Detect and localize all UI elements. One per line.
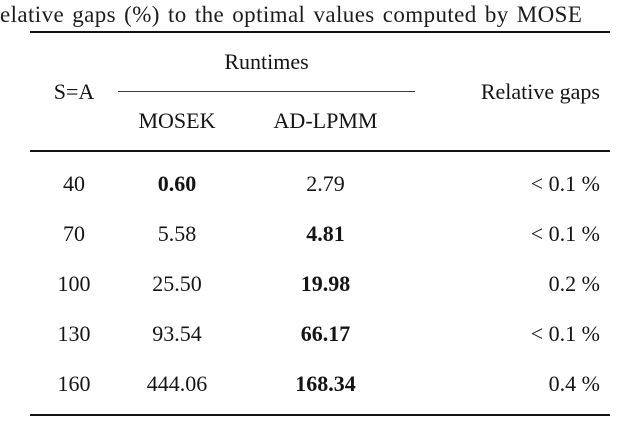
- column-header-mosek: MOSEK: [138, 108, 216, 133]
- cell-adlpmm-runtime: 2.79: [306, 171, 345, 196]
- table-row: 70 5.58 4.81 < 0.1 %: [30, 209, 610, 259]
- cell-relative-gap: < 0.1 %: [530, 221, 600, 246]
- cell-relative-gap: 0.2 %: [548, 271, 600, 296]
- cell-mosek-runtime: 444.06: [146, 371, 208, 396]
- cell-mosek-runtime: 5.58: [157, 221, 197, 246]
- cell-adlpmm-runtime: 19.98: [300, 271, 351, 296]
- cell-mosek-runtime: 93.54: [152, 321, 202, 346]
- table-bottom-rule: [30, 414, 610, 416]
- table-row: 160 444.06 168.34 0.4 %: [30, 359, 610, 409]
- runtimes-group-label: Runtimes: [224, 49, 309, 74]
- table-caption: elative gaps (%) to the optimal values c…: [0, 2, 583, 27]
- column-header-problem-size: S=A: [53, 78, 95, 104]
- table-mid-rule: [30, 150, 610, 152]
- cell-adlpmm-runtime: 168.34: [295, 371, 356, 396]
- column-header-relative-gaps: Relative gaps: [480, 78, 600, 104]
- cell-problem-size: 130: [57, 321, 91, 346]
- cell-problem-size: 100: [57, 271, 91, 296]
- column-group-runtimes: Runtimes: [118, 33, 415, 92]
- cell-problem-size: 160: [57, 371, 91, 396]
- table-top-rule: [30, 31, 610, 33]
- column-header-adlpmm: AD-LPMM: [273, 108, 378, 133]
- cell-mosek-runtime: 0.60: [157, 171, 197, 196]
- cell-adlpmm-runtime: 66.17: [300, 321, 351, 346]
- table-row: 100 25.50 19.98 0.2 %: [30, 259, 610, 309]
- table-header: S=A Runtimes Relative gaps MOSEK AD-LPMM: [30, 33, 610, 150]
- results-table: S=A Runtimes Relative gaps MOSEK AD-LPMM…: [30, 31, 610, 416]
- cell-problem-size: 40: [63, 171, 85, 196]
- cell-relative-gap: < 0.1 %: [530, 321, 600, 346]
- cell-adlpmm-runtime: 4.81: [306, 221, 345, 246]
- cell-mosek-runtime: 25.50: [152, 271, 202, 296]
- table-row: 40 0.60 2.79 < 0.1 %: [30, 159, 610, 209]
- table-body: 40 0.60 2.79 < 0.1 % 70 5.58 4.81 < 0.1 …: [30, 152, 610, 414]
- cell-relative-gap: 0.4 %: [548, 371, 600, 396]
- cell-relative-gap: < 0.1 %: [530, 171, 600, 196]
- table-row: 130 93.54 66.17 < 0.1 %: [30, 309, 610, 359]
- cell-problem-size: 70: [63, 221, 85, 246]
